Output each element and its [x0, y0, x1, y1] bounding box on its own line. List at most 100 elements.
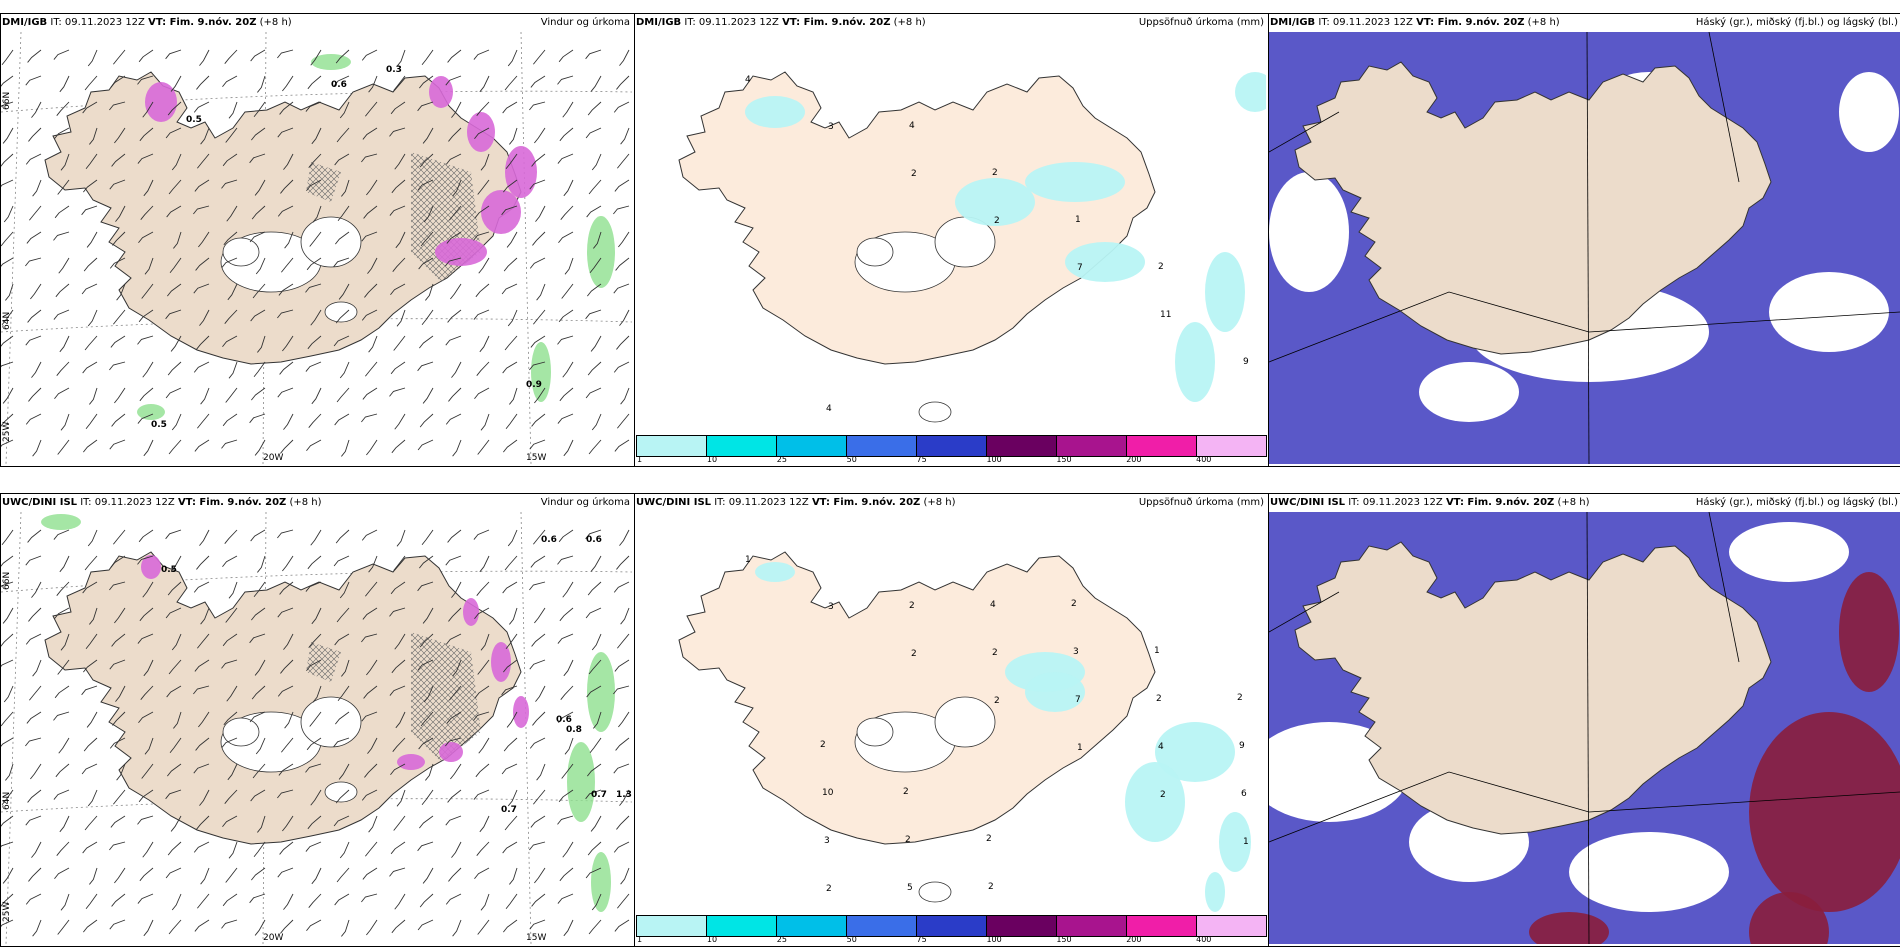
wind-barb [333, 737, 350, 748]
wind-barb [478, 257, 490, 274]
longitude-label: 20W [263, 453, 283, 463]
wind-barb [335, 49, 350, 64]
wind-barb [480, 413, 490, 431]
wind-barb [419, 633, 434, 648]
wind-barb [616, 75, 630, 90]
wind-barb [474, 685, 490, 699]
wind-barb [361, 153, 378, 163]
colorbar-tick-label: 50 [846, 935, 857, 944]
valid-time: VT: Fim. 9.nóv. 20Z [148, 17, 257, 28]
lead-time: (+8 h) [259, 17, 292, 28]
wind-barb [619, 529, 630, 546]
wind-barb [2, 387, 14, 404]
wind-barb [311, 387, 322, 405]
wind-barb [586, 205, 602, 218]
wind-barb [228, 581, 238, 599]
wind-barb [196, 815, 210, 830]
wind-barb [509, 127, 518, 145]
wind-barb [278, 283, 294, 296]
graticule-line [1708, 512, 1740, 663]
wind-barb [1, 633, 14, 647]
wind-barb [144, 257, 154, 275]
wind-barb [29, 205, 42, 221]
wind-barb [253, 101, 266, 118]
wind-barb [365, 361, 378, 377]
wind-barb [277, 789, 294, 799]
wind-barb [306, 737, 322, 751]
wind-barb [199, 789, 210, 806]
wind-barb [196, 75, 210, 90]
wind-barb [390, 581, 406, 595]
wind-barb [137, 75, 154, 85]
wind-barb [561, 763, 574, 779]
parallel-line [1, 318, 632, 333]
wind-barb [338, 763, 350, 780]
wind-barb [57, 439, 70, 455]
wind-barb [222, 893, 238, 907]
precip-value-label: 0.7 [591, 790, 607, 800]
wind-barb [531, 153, 546, 167]
precip-area [481, 190, 521, 234]
wind-barb [53, 309, 70, 320]
wind-barb [31, 581, 42, 598]
wind-barb [60, 153, 70, 171]
precip-value-label: 2 [994, 216, 1000, 226]
wind-barb [54, 205, 70, 219]
lead-time: (+8 h) [1557, 497, 1590, 508]
wind-barb [53, 711, 70, 721]
wind-barb [587, 763, 602, 777]
wind-barb [254, 179, 266, 196]
wind-barb [616, 815, 630, 830]
colorbar-swatch [1057, 436, 1127, 456]
wind-barb [1, 711, 14, 727]
wind-barb [361, 633, 378, 643]
wind-barb [417, 439, 434, 451]
wind-barb [339, 361, 350, 379]
wind-barb [393, 75, 406, 91]
wind-barb [479, 75, 490, 93]
wind-barb [420, 231, 434, 247]
wind-barb [27, 49, 42, 63]
wind-barb [421, 309, 434, 326]
wind-barb [113, 49, 126, 65]
clear-sky-area [1729, 522, 1849, 582]
wind-barb [1, 439, 14, 448]
meridian-line [520, 512, 532, 944]
wind-barb [451, 361, 462, 378]
wind-barb [89, 607, 98, 625]
wind-barb [562, 101, 574, 118]
wind-barb [193, 685, 210, 695]
wind-barb [533, 49, 546, 65]
wind-barb [339, 101, 350, 119]
wind-barb [251, 685, 266, 700]
colorbar-swatch [777, 916, 847, 936]
wind-barb [392, 257, 406, 272]
wind-barb [277, 127, 294, 138]
wind-barb [613, 685, 630, 695]
wind-barb [445, 335, 462, 346]
light-precip-area [41, 514, 81, 530]
wind-barb [501, 205, 518, 216]
wind-barb [1, 555, 14, 567]
wind-barb [253, 841, 266, 858]
wind-barb [284, 231, 294, 249]
wind-barb [477, 439, 490, 455]
wind-barb [419, 413, 434, 428]
init-time: IT: 09.11.2023 12Z [684, 17, 779, 28]
wind-barb [417, 101, 434, 112]
wind-barb [171, 153, 182, 171]
wind-barb [506, 231, 518, 248]
colorbar-swatch [847, 436, 917, 456]
wind-barb [335, 529, 350, 544]
precip-value-label: 2 [903, 787, 909, 797]
wind-barb [197, 153, 210, 169]
wind-barb [361, 711, 378, 722]
wind-barb [563, 659, 574, 677]
wind-barb [116, 283, 126, 301]
wind-barb [306, 659, 322, 672]
precip-value-label: 2 [820, 740, 826, 750]
wind-barb [221, 257, 238, 268]
wind-barb [587, 841, 602, 856]
wind-barb [194, 179, 210, 192]
wind-barb [617, 633, 630, 649]
